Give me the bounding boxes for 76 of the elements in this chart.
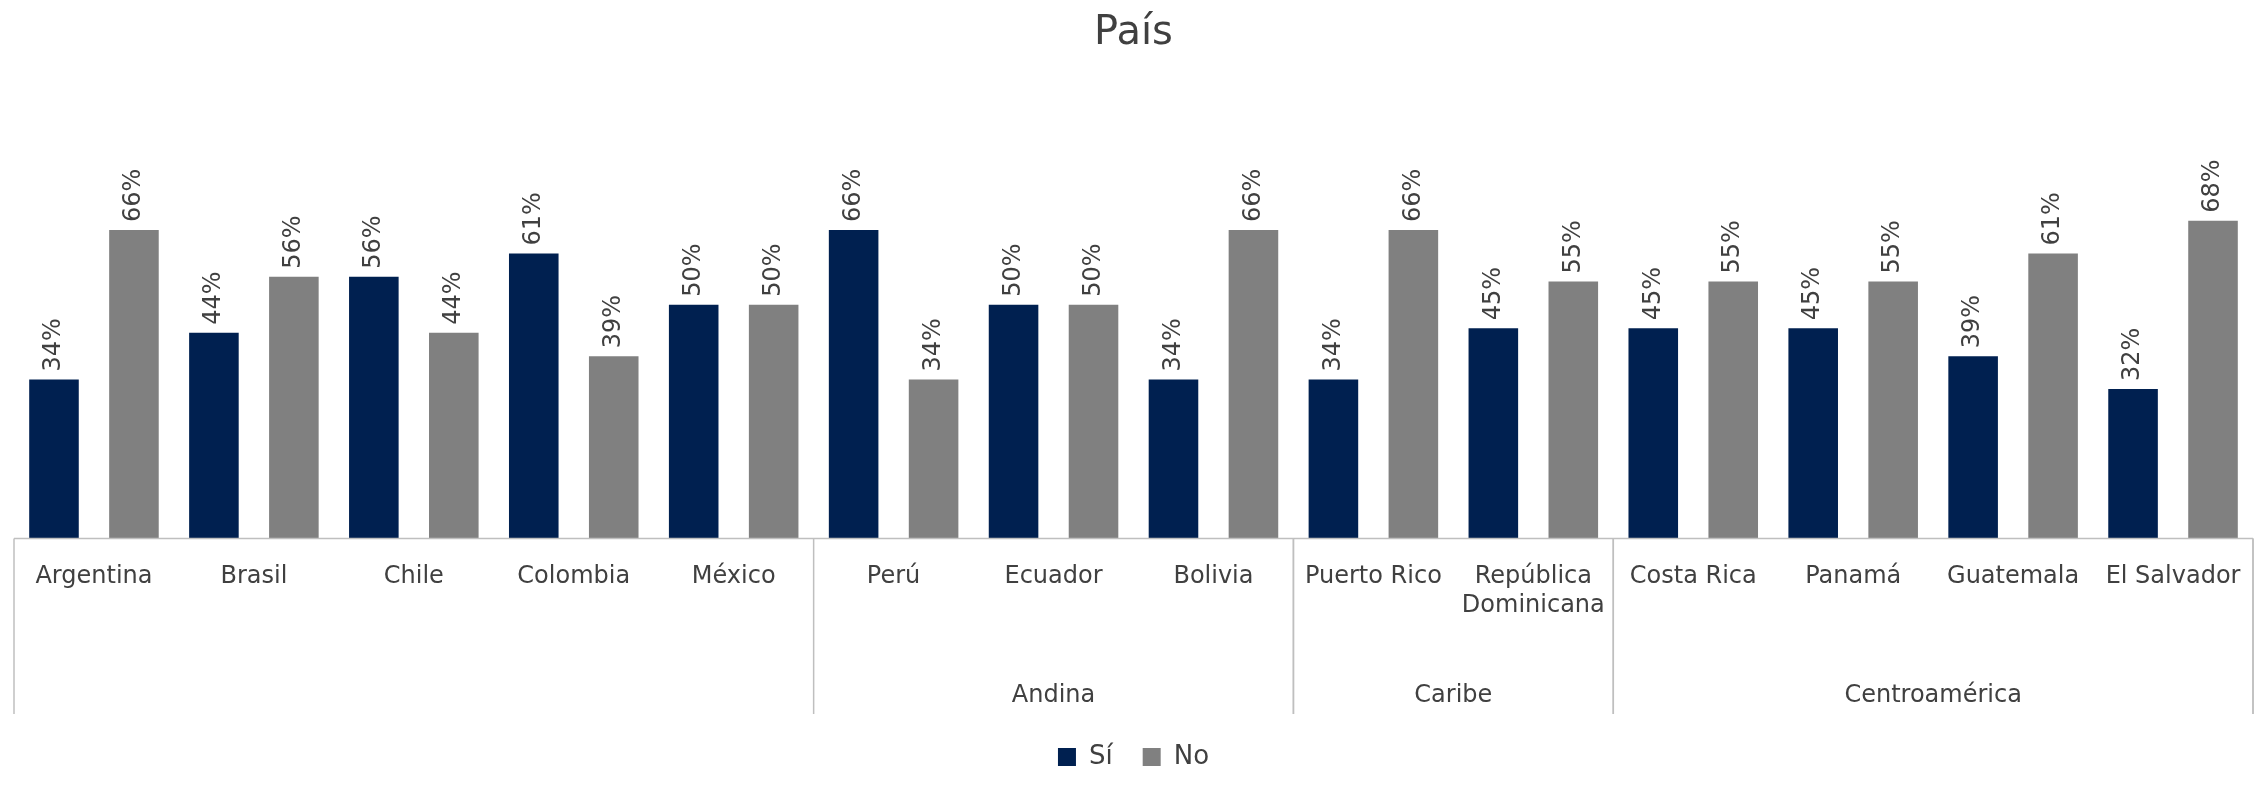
bar (988, 304, 1039, 539)
x-tick-label: Ecuador (1004, 561, 1103, 590)
data-label: 66% (1397, 168, 1426, 223)
x-tick-label: Perú (866, 561, 921, 590)
chart-title: País (1094, 7, 1173, 54)
data-label: 34% (38, 318, 67, 372)
bar (1708, 281, 1759, 539)
bar (2108, 388, 2158, 539)
legend-label: Sí (1088, 739, 1114, 770)
data-label: 61% (518, 192, 546, 246)
data-label: 39% (597, 294, 626, 349)
legend-label: No (1173, 739, 1210, 770)
bar (29, 379, 79, 539)
bar (349, 276, 399, 539)
data-label: 55% (1877, 220, 1906, 274)
data-label: 39% (1957, 294, 1986, 349)
bar (2188, 220, 2238, 539)
data-label: 68% (2197, 159, 2226, 213)
data-label: 45% (1477, 266, 1506, 321)
bar (588, 356, 639, 539)
bar (1388, 230, 1439, 539)
bar (508, 253, 559, 539)
bar (189, 332, 239, 539)
bar (1548, 281, 1599, 539)
data-label: 66% (1237, 168, 1266, 223)
data-label: 56% (278, 215, 307, 269)
x-tick-label: Argentina (35, 561, 153, 590)
bar (1148, 379, 1199, 539)
data-label: 32% (2117, 327, 2146, 381)
bar (1868, 281, 1918, 539)
data-label: 66% (837, 168, 866, 223)
x-tick-label: Colombia (517, 561, 631, 590)
x-tick-label: Brasil (220, 561, 288, 590)
data-label: 66% (118, 168, 147, 223)
data-label: 55% (1717, 220, 1746, 274)
data-label: 55% (1557, 220, 1586, 274)
data-label: 61% (2037, 192, 2066, 246)
data-label: 44% (438, 271, 467, 325)
bar (109, 230, 159, 539)
x-tick-label: Bolivia (1173, 561, 1254, 590)
data-label: 50% (757, 243, 786, 297)
data-label: 34% (1317, 318, 1346, 372)
bar (908, 379, 959, 539)
x-tick-label: Costa Rica (1629, 561, 1757, 590)
bar (1228, 230, 1279, 539)
bar (1308, 379, 1359, 539)
data-label: 34% (917, 318, 946, 372)
data-label: 34% (1157, 318, 1186, 372)
data-label: 44% (198, 271, 227, 325)
data-label: 56% (358, 215, 387, 269)
bar (748, 304, 799, 539)
bar (668, 304, 719, 539)
bar (1468, 328, 1519, 539)
bar (1788, 328, 1838, 539)
bar (2028, 253, 2078, 539)
data-label: 45% (1797, 266, 1826, 321)
x-tick-label: República Dominicana (1461, 561, 1605, 618)
data-label: 50% (677, 243, 706, 297)
bar (269, 276, 319, 539)
bar (1068, 304, 1119, 539)
bar (1628, 328, 1679, 539)
text: Andina (1011, 680, 1096, 709)
x-tick-label: Guatemala (1947, 561, 2080, 590)
text: Centroamérica (1844, 680, 2022, 709)
data-label: 50% (997, 243, 1026, 297)
x-tick-label: México (691, 561, 776, 590)
data-label: 50% (1077, 243, 1106, 297)
x-tick-label: El Salvador (2105, 561, 2241, 590)
x-tick-label: Panamá (1805, 561, 1902, 590)
data-label: 45% (1637, 266, 1666, 321)
x-tick-label: Chile (383, 561, 444, 590)
text: Caribe (1414, 680, 1493, 709)
bar (828, 230, 879, 539)
bar (1948, 356, 1998, 539)
bar (429, 332, 479, 539)
x-tick-label: Puerto Rico (1304, 561, 1442, 590)
